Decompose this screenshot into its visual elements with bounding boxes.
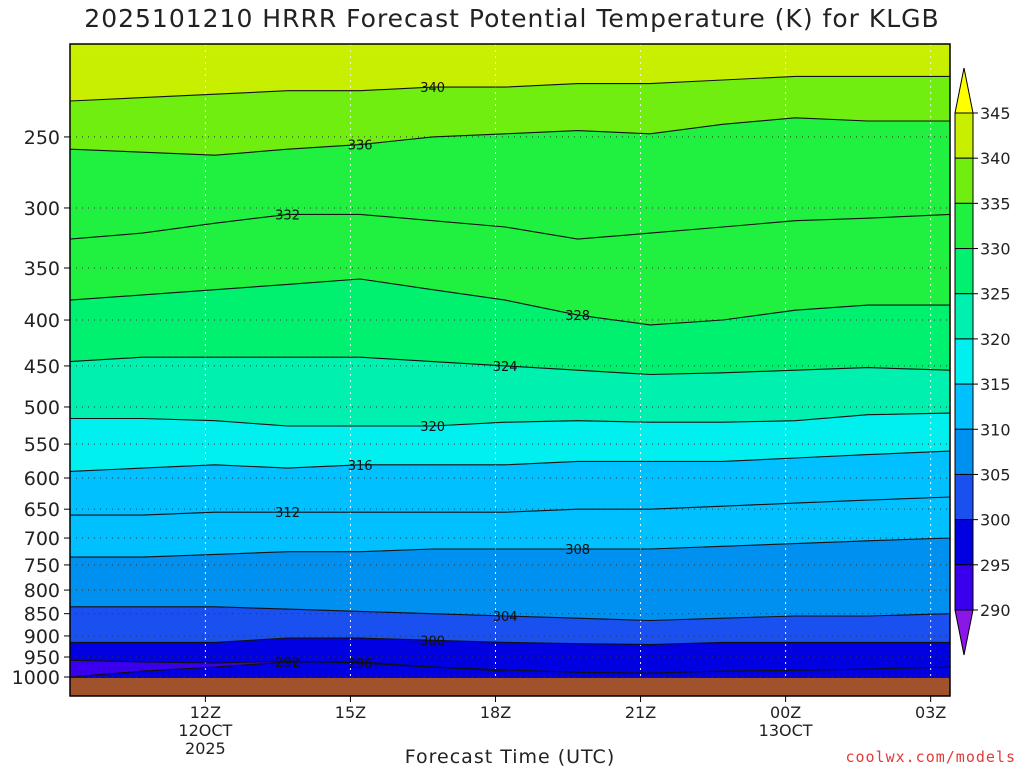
colorbar-label-330: 330: [980, 240, 1011, 259]
isentrope-308: [70, 537, 951, 558]
x-tick-label-15Z: 15Z: [335, 703, 366, 722]
x-tick-label-18Z: 18Z: [480, 703, 511, 722]
isentrope-320: [70, 412, 951, 427]
fill-band-top: [70, 44, 950, 58]
isentrope-label-292: 292: [275, 656, 300, 671]
colorbar-band-340: [954, 157, 974, 204]
y-tick-label-550: 550: [24, 434, 60, 456]
colorbar-label-340: 340: [980, 149, 1011, 168]
y-tick-label-400: 400: [24, 310, 60, 332]
isentrope-label-320: 320: [420, 420, 445, 435]
y-tick-label-600: 600: [24, 468, 60, 490]
colorbar-label-345: 345: [980, 104, 1011, 123]
x-tick-label-12Z: 12Z: [190, 703, 221, 722]
y-tick-label-450: 450: [24, 356, 60, 378]
isentrope-label-312: 312: [275, 506, 300, 521]
colorbar-band-305: [954, 473, 974, 521]
y-tick-label-500: 500: [24, 397, 60, 419]
y-tick-label-250: 250: [24, 127, 60, 149]
x-tick-sublabel-00Z-0: 13OCT: [759, 721, 813, 740]
y-tick-label-750: 750: [24, 555, 60, 577]
credit-text: coolwx.com/models: [845, 748, 1016, 766]
colorbar-label-300: 300: [980, 511, 1011, 530]
isentrope-label-328: 328: [565, 309, 590, 324]
colorbar-label-310: 310: [980, 420, 1011, 439]
isentrope-332: [69, 213, 951, 240]
isentrope-304: [70, 606, 951, 622]
x-tick-sublabel-12Z-0: 12OCT: [178, 721, 232, 740]
colorbar-band-335: [954, 202, 974, 250]
fill-band-340: [70, 44, 950, 101]
isentrope-312: [70, 496, 951, 516]
colorbar-label-295: 295: [980, 556, 1011, 575]
isentrope-340: [69, 75, 950, 102]
isentrope-label-340: 340: [420, 81, 445, 96]
isentrope-label-336: 336: [348, 139, 373, 154]
y-tick-label-300: 300: [24, 198, 60, 220]
colorbar-band-345: [954, 112, 974, 159]
page-title: 2025101210 HRRR Forecast Potential Tempe…: [84, 4, 940, 33]
isentrope-300: [70, 637, 950, 646]
isentrope-label-324: 324: [493, 360, 518, 375]
colorbar-band-320: [954, 338, 974, 385]
isentrope-label-332: 332: [275, 208, 300, 223]
colorbar-band-310: [954, 428, 974, 475]
isentrope-label-304: 304: [493, 610, 518, 625]
x-tick-label-00Z: 00Z: [770, 703, 801, 722]
y-tick-label-350: 350: [24, 258, 60, 280]
colorbar-band-300: [954, 519, 974, 566]
y-tick-label-1000: 1000: [12, 667, 60, 689]
colorbar-label-325: 325: [980, 285, 1011, 304]
colorbar-band-315: [954, 383, 974, 430]
plot-frame: [69, 43, 951, 697]
x-axis-label: Forecast Time (UTC): [404, 746, 616, 768]
x-tick-label-21Z: 21Z: [625, 703, 656, 722]
colorbar-label-320: 320: [980, 330, 1011, 349]
ground-band: [70, 678, 950, 696]
colorbar-bottom-arrow: [954, 609, 974, 656]
y-tick-label-900: 900: [24, 626, 60, 648]
isentrope-296: [69, 659, 951, 674]
isentrope-label-316: 316: [348, 459, 373, 474]
isentrope-label-296: 296: [348, 657, 373, 672]
isentrope-324: [69, 356, 951, 376]
isentrope-label-308: 308: [565, 543, 590, 558]
colorbar-band-330: [954, 248, 974, 295]
y-tick-label-800: 800: [24, 580, 60, 602]
isentrope-328: [69, 278, 950, 326]
colorbar-band-325: [954, 293, 974, 340]
colorbar-top-arrow: [954, 67, 974, 114]
colorbar-label-315: 315: [980, 375, 1011, 394]
x-tick-label-03Z: 03Z: [915, 703, 946, 722]
isentrope-label-300: 300: [420, 634, 445, 649]
colorbar-label-290: 290: [980, 601, 1011, 620]
y-tick-label-700: 700: [24, 528, 60, 550]
isentrope-336: [69, 117, 950, 156]
x-tick-sublabel-12Z-1: 2025: [185, 739, 226, 758]
y-tick-label-650: 650: [24, 499, 60, 521]
colorbar-label-305: 305: [980, 465, 1011, 484]
colorbar-band-295: [954, 564, 974, 611]
y-tick-label-950: 950: [24, 647, 60, 669]
isentrope-316: [69, 450, 951, 472]
colorbar-label-335: 335: [980, 194, 1011, 213]
y-tick-label-850: 850: [24, 604, 60, 626]
